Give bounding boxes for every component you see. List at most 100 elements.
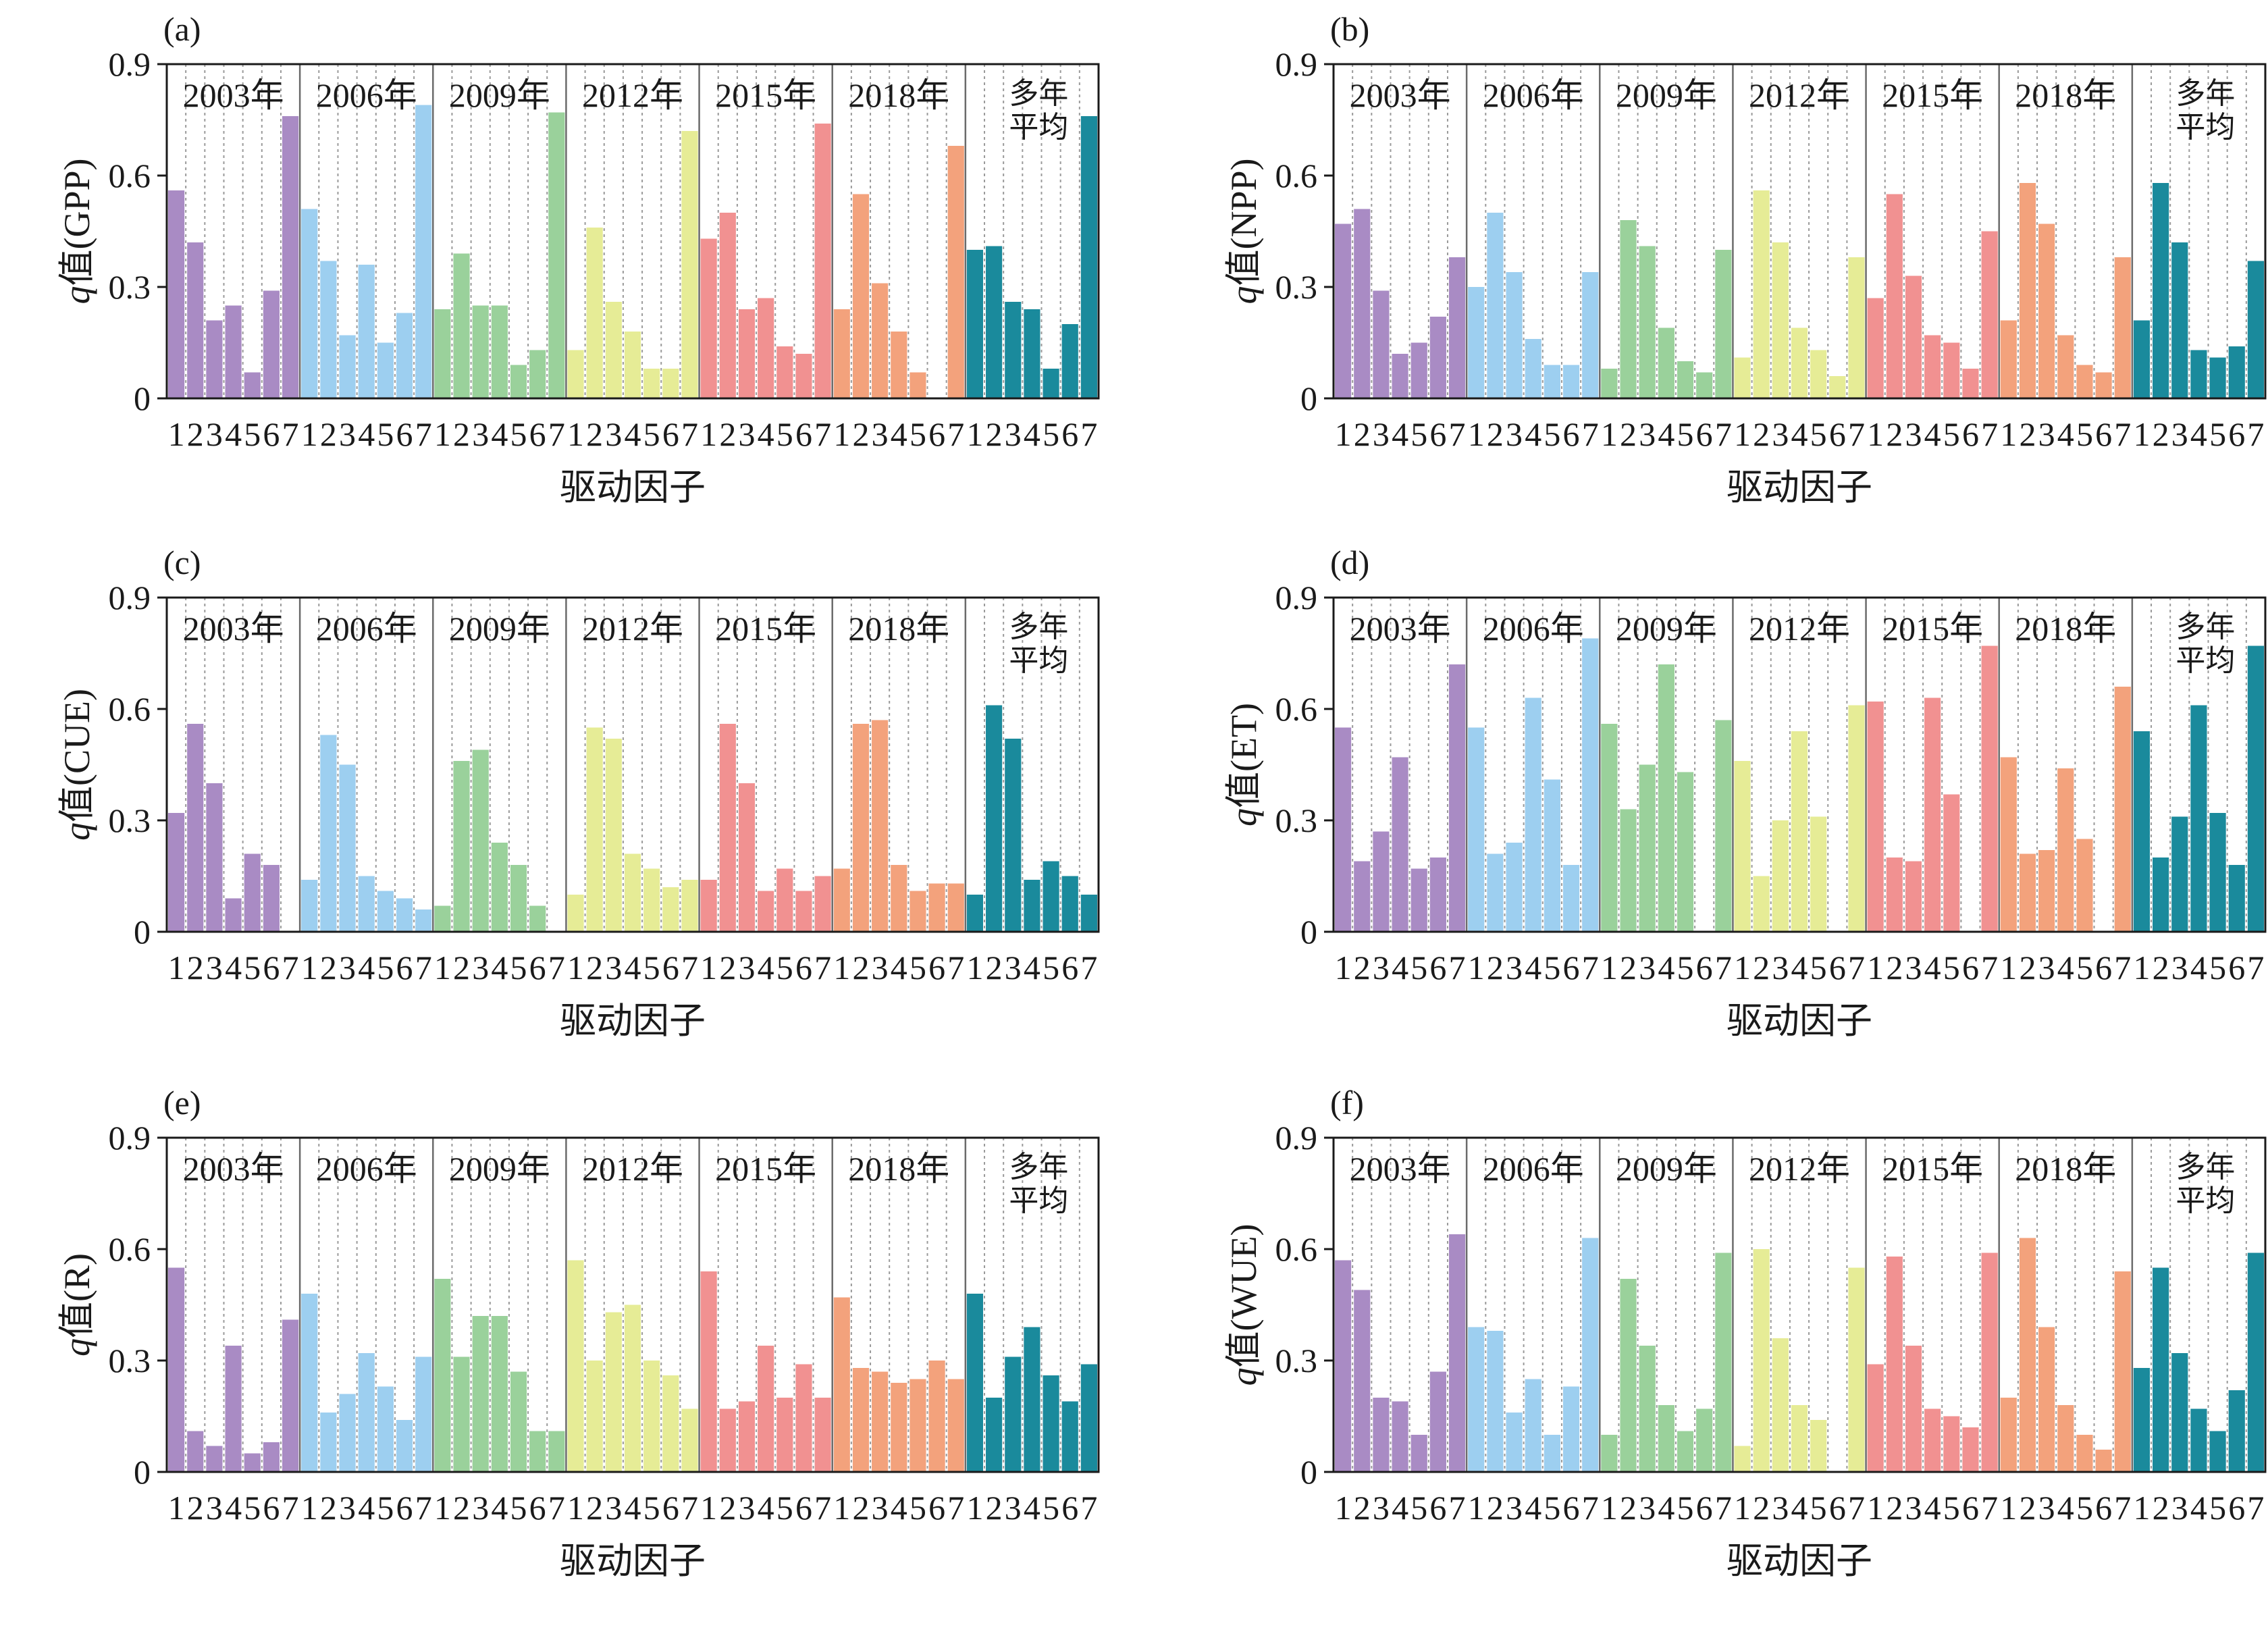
x-tick-label: 2: [586, 415, 603, 453]
x-axis-label: 驱动因子: [1726, 1539, 1872, 1582]
group-label: 2006年: [316, 76, 417, 114]
bar-d-g4-f4: [1791, 731, 1808, 932]
y-tick-label: 0.3: [1275, 801, 1318, 839]
x-tick-label: 5: [1544, 1489, 1560, 1527]
group-label: 2006年: [1483, 610, 1584, 648]
x-tick-label: 2: [2153, 415, 2169, 453]
x-tick-label: 2: [2019, 1489, 2036, 1527]
bar-c-g4-f1: [567, 895, 584, 932]
x-tick-label: 4: [225, 949, 242, 986]
bar-d-g7-f7: [2247, 645, 2264, 932]
panel-label: (c): [163, 544, 201, 581]
x-tick-label: 3: [1772, 415, 1789, 453]
bar-d-g4-f1: [1734, 761, 1751, 932]
bar-c-g7-f6: [1061, 876, 1078, 932]
x-tick-label: 6: [928, 949, 945, 986]
y-axis-label-rest: 值(ET): [1223, 703, 1264, 808]
bar-f-g1-f7: [1448, 1234, 1466, 1472]
x-tick-label: 3: [1639, 949, 1656, 986]
x-tick-label: 3: [1905, 1489, 1922, 1527]
x-tick-label: 6: [1962, 949, 1979, 986]
x-axis-label: 驱动因子: [560, 999, 706, 1042]
bar-e-g3-f5: [510, 1371, 527, 1472]
x-tick-label: 5: [244, 1489, 261, 1527]
x-tick-label: 2: [852, 1489, 869, 1527]
x-tick-label: 2: [1886, 415, 1903, 453]
x-tick-label: 1: [2133, 1489, 2150, 1527]
bar-b-g3-f5: [1677, 361, 1694, 398]
bar-c-g3-f3: [472, 749, 489, 932]
bar-e-g5-f2: [719, 1408, 736, 1472]
x-tick-label: 1: [1335, 1489, 1352, 1527]
y-axis-label: q值(ET): [1223, 703, 1264, 826]
x-tick-label: 7: [681, 949, 698, 986]
bar-a-g2-f7: [415, 105, 432, 398]
bar-e-g4-f5: [643, 1361, 660, 1472]
bar-e-g3-f6: [529, 1431, 546, 1472]
x-tick-label: 3: [339, 1489, 356, 1527]
x-tick-label: 2: [719, 415, 736, 453]
x-tick-label: 3: [738, 1489, 755, 1527]
x-tick-label: 4: [758, 1489, 774, 1527]
x-tick-label: 1: [1734, 1489, 1751, 1527]
x-tick-label: 3: [1905, 949, 1922, 986]
y-tick-label: 0.9: [109, 579, 151, 616]
bar-b-g1-f2: [1354, 209, 1371, 398]
bar-b-g5-f5: [1943, 342, 1960, 398]
bar-a-g3-f6: [529, 350, 546, 398]
x-tick-label: 2: [1354, 949, 1371, 986]
group-label: 2018年: [848, 1150, 949, 1188]
group-label: 2015年: [715, 76, 816, 114]
bar-c-g6-f5: [909, 891, 926, 932]
bar-c-g4-f6: [662, 887, 679, 932]
bar-e-g6-f6: [928, 1361, 945, 1472]
bar-e-g1-f1: [168, 1267, 185, 1472]
x-tick-label: 3: [738, 949, 755, 986]
bar-f-g2-f2: [1487, 1331, 1504, 1472]
group-label: 2003年: [183, 1150, 284, 1188]
y-tick-label: 0.9: [109, 45, 151, 83]
group-label: 2018年: [848, 76, 949, 114]
group-label: 2012年: [582, 76, 683, 114]
bar-a-g2-f6: [396, 313, 413, 398]
x-tick-label: 5: [909, 1489, 926, 1527]
x-tick-label: 6: [928, 415, 945, 453]
bar-d-g7-f4: [2190, 705, 2207, 932]
x-axis-label: 驱动因子: [1726, 466, 1872, 508]
bar-c-g4-f4: [624, 853, 641, 932]
bar-c-g5-f4: [758, 891, 774, 932]
bar-f-g6-f4: [2057, 1405, 2074, 1472]
bar-a-g1-f1: [168, 190, 185, 398]
x-tick-label: 6: [263, 949, 280, 986]
x-tick-label: 6: [2095, 415, 2112, 453]
y-tick-label: 0.6: [109, 1230, 151, 1268]
bar-d-g3-f4: [1658, 664, 1674, 932]
x-tick-label: 5: [1544, 415, 1560, 453]
x-tick-label: 1: [567, 415, 584, 453]
bar-a-g2-f1: [301, 209, 318, 398]
group-label: 2012年: [582, 610, 683, 648]
bar-b-g6-f5: [2076, 365, 2093, 398]
x-tick-label: 6: [2095, 1489, 2112, 1527]
y-axis-label: q值(R): [57, 1253, 97, 1356]
bar-e-g6-f2: [852, 1368, 870, 1472]
x-tick-label: 3: [605, 1489, 622, 1527]
x-tick-label: 2: [586, 949, 603, 986]
bar-f-g3-f3: [1639, 1346, 1656, 1472]
bar-b-g2-f5: [1544, 365, 1560, 398]
bar-f-g2-f1: [1468, 1327, 1485, 1472]
x-tick-label: 6: [1962, 415, 1979, 453]
bar-c-g2-f3: [339, 764, 356, 932]
group-label: 2003年: [183, 610, 284, 648]
bar-a-g5-f6: [795, 354, 812, 398]
x-tick-label: 1: [434, 1489, 451, 1527]
bar-a-g6-f1: [833, 309, 850, 398]
bar-f-g4-f1: [1734, 1446, 1751, 1472]
x-tick-label: 5: [510, 949, 527, 986]
group-label-line2: 平均: [1009, 1184, 1068, 1218]
x-tick-label: 4: [1024, 949, 1040, 986]
group-label: 2003年: [1350, 1150, 1451, 1188]
bar-d-g7-f3: [2171, 816, 2188, 932]
y-tick-label: 0.6: [1275, 157, 1318, 194]
x-tick-label: 2: [320, 1489, 337, 1527]
